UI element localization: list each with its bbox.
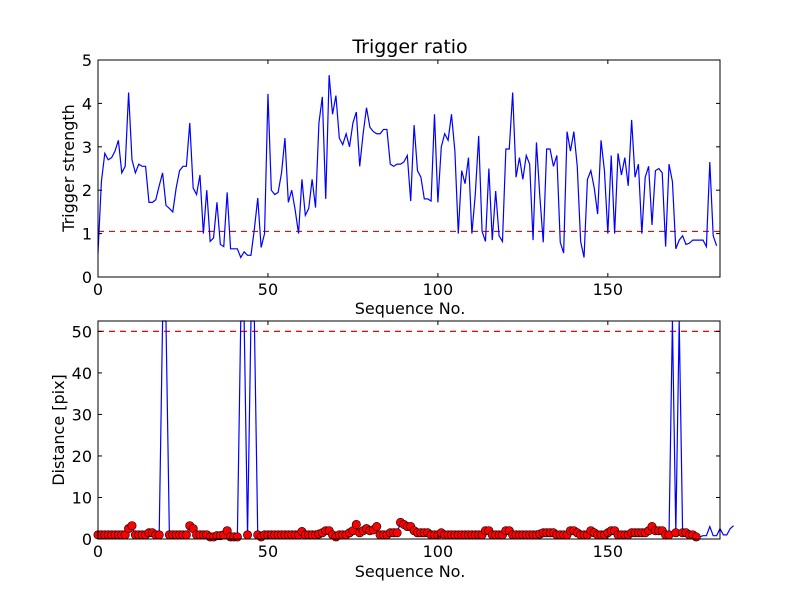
top-axes-frame bbox=[97, 59, 721, 278]
x-tick-label: 0 bbox=[93, 542, 103, 561]
top-y-axis-label: Trigger strength bbox=[59, 104, 78, 233]
data-point-marker bbox=[372, 522, 382, 532]
x-tick-label: 50 bbox=[258, 280, 278, 299]
top-series-layer bbox=[97, 75, 718, 259]
data-point-marker bbox=[181, 530, 191, 540]
top-x-axis-label: Sequence No. bbox=[355, 299, 466, 318]
y-tick-label: 40 bbox=[72, 364, 92, 383]
bottom-y-axis: 0 10 20 30 40 50 bbox=[72, 322, 720, 549]
x-tick-label: 100 bbox=[423, 542, 454, 561]
x-tick-label: 0 bbox=[93, 280, 103, 299]
x-tick-label: 150 bbox=[593, 280, 624, 299]
data-point-marker bbox=[351, 519, 361, 529]
bottom-axes-frame bbox=[97, 320, 721, 540]
y-tick-label: 4 bbox=[82, 94, 92, 113]
bottom-x-axis: 0 50 100 150 bbox=[93, 321, 623, 561]
data-point-marker bbox=[243, 530, 253, 540]
y-tick-label: 50 bbox=[72, 322, 92, 341]
data-point-marker bbox=[127, 521, 137, 531]
y-tick-label: 10 bbox=[72, 488, 92, 507]
chart-title: Trigger ratio bbox=[351, 36, 467, 58]
data-point-marker bbox=[691, 532, 701, 542]
x-tick-label: 150 bbox=[593, 542, 624, 561]
top-x-axis: 0 50 100 150 bbox=[93, 60, 623, 299]
y-tick-label: 30 bbox=[72, 405, 92, 424]
x-tick-label: 50 bbox=[258, 542, 278, 561]
x-tick-label: 100 bbox=[423, 280, 454, 299]
data-point-marker bbox=[232, 532, 242, 542]
y-tick-label: 3 bbox=[82, 138, 92, 157]
y-tick-label: 1 bbox=[82, 225, 92, 244]
y-tick-label: 0 bbox=[82, 530, 92, 549]
trigger-ratio-plot: Trigger ratio 0 50 100 150 0 1 2 3 4 5 Sequence … bbox=[59, 36, 721, 318]
data-point-marker bbox=[392, 528, 402, 538]
bottom-x-axis-label: Sequence No. bbox=[355, 562, 466, 581]
y-tick-label: 20 bbox=[72, 447, 92, 466]
y-tick-label: 0 bbox=[82, 268, 92, 287]
y-tick-label: 2 bbox=[82, 181, 92, 200]
top-series-line bbox=[97, 75, 718, 259]
distance-plot: 0 50 100 150 0 10 20 30 40 50 Sequence No. Dista… bbox=[49, 320, 734, 581]
data-point-marker bbox=[154, 530, 164, 540]
bottom-y-axis-label: Distance [pix] bbox=[49, 374, 68, 486]
y-tick-label: 5 bbox=[82, 51, 92, 70]
top-y-axis: 0 1 2 3 4 5 bbox=[82, 51, 720, 287]
